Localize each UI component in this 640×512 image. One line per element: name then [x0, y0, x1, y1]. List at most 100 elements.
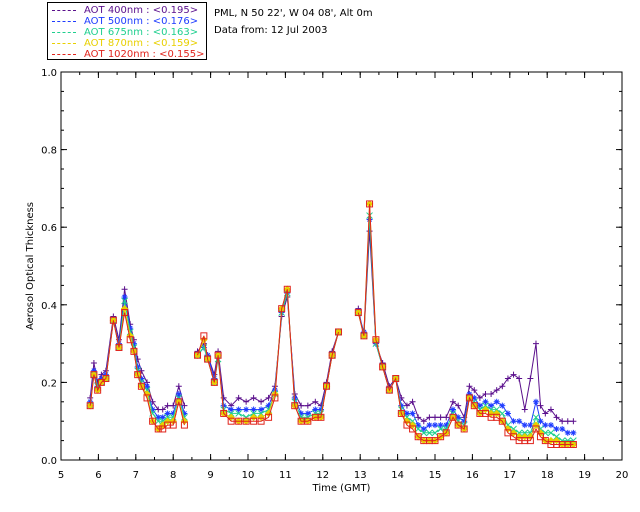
x-tick-label: 14: [391, 470, 404, 481]
data-point: [164, 402, 171, 409]
data-point: [159, 406, 166, 413]
tick-group: 5 6 7 8 9 10 11 12 13 14 15 16 17 18 19 20 0.0 0.2 0.4 0.6 0…: [41, 68, 628, 481]
data-point: [532, 398, 539, 405]
data-point: [516, 418, 523, 425]
data-point: [510, 418, 517, 425]
data-point: [409, 410, 416, 417]
data-point: [180, 421, 188, 429]
data-point: [414, 425, 422, 433]
data-point: [569, 440, 577, 448]
data-point: [481, 409, 489, 417]
series-0: [87, 228, 577, 425]
data-point: [432, 414, 438, 421]
series-3: [86, 200, 578, 449]
x-tick-label: 11: [279, 470, 292, 481]
data-point: [144, 383, 151, 390]
data-point: [415, 414, 422, 421]
data-point: [235, 406, 242, 413]
data-point: [243, 406, 250, 413]
legend-entry: AOT 500nm : <0.176>: [52, 16, 206, 27]
data-point: [257, 410, 265, 417]
data-point: [454, 421, 462, 429]
data-point: [278, 305, 286, 313]
x-tick-label: 15: [429, 470, 442, 481]
data-point: [258, 406, 265, 413]
data-point: [553, 425, 560, 432]
x-tick-label: 7: [133, 470, 139, 481]
data-point: [499, 383, 506, 390]
series-line: [89, 231, 574, 422]
data-point: [426, 429, 433, 437]
data-point: [414, 433, 422, 441]
data-point: [408, 421, 417, 429]
data-point: [461, 418, 468, 425]
data-point: [271, 394, 279, 402]
series-group: [86, 200, 578, 449]
data-point: [250, 417, 258, 425]
data-point: [564, 418, 571, 425]
legend-swatch: [52, 21, 76, 22]
data-point: [493, 409, 501, 418]
data-point: [564, 437, 572, 444]
data-point: [542, 410, 549, 417]
x-tick-label: 12: [316, 470, 329, 481]
data-point: [564, 429, 571, 436]
data-point: [323, 382, 331, 390]
data-point: [509, 429, 518, 437]
date-text: Data from: 12 Jul 2003: [214, 25, 328, 36]
data-point: [379, 363, 387, 371]
data-point: [235, 417, 243, 425]
data-point: [403, 421, 411, 429]
legend-label: AOT 400nm : <0.195>: [84, 5, 199, 16]
legend-swatch: [52, 43, 76, 44]
data-point: [250, 406, 257, 413]
data-point: [312, 398, 319, 405]
data-point: [90, 360, 97, 366]
data-point: [126, 336, 134, 344]
data-point: [431, 437, 439, 445]
data-point: [455, 402, 462, 409]
legend-entry: AOT 1020nm : <0.155>: [52, 49, 206, 60]
data-point: [127, 325, 134, 332]
data-point: [392, 375, 400, 383]
data-point: [553, 433, 560, 441]
data-point: [90, 371, 98, 379]
data-point: [415, 422, 422, 429]
data-point: [437, 433, 445, 441]
data-point: [90, 367, 97, 374]
data-point: [466, 383, 473, 390]
data-point: [521, 433, 529, 441]
data-point: [552, 436, 561, 445]
data-point: [449, 398, 456, 405]
series-line: [89, 219, 574, 434]
data-point: [547, 422, 554, 429]
data-point: [109, 316, 117, 324]
data-point: [521, 422, 528, 429]
data-point: [570, 437, 577, 444]
data-point: [169, 421, 177, 429]
data-point: [283, 285, 291, 293]
data-point: [420, 425, 427, 432]
data-point: [249, 413, 258, 422]
data-point: [312, 406, 319, 413]
data-point: [149, 417, 157, 425]
data-point: [227, 417, 235, 425]
data-point: [476, 394, 483, 401]
data-point: [431, 429, 439, 437]
data-point: [243, 398, 250, 405]
data-point: [121, 297, 128, 305]
data-point: [298, 410, 305, 417]
legend-label: AOT 500nm : <0.176>: [84, 16, 199, 27]
legend: AOT 400nm : <0.195> AOT 500nm : <0.176> AO…: [47, 2, 207, 60]
data-point: [482, 402, 489, 410]
data-point: [360, 332, 368, 340]
data-point: [460, 421, 468, 429]
y-tick-label: 0.8: [41, 146, 57, 157]
data-point: [547, 406, 554, 413]
data-point: [442, 429, 450, 437]
series-2: [86, 212, 577, 444]
data-point: [466, 391, 473, 398]
y-tick-label: 0.6: [41, 223, 57, 234]
data-point: [515, 433, 523, 441]
